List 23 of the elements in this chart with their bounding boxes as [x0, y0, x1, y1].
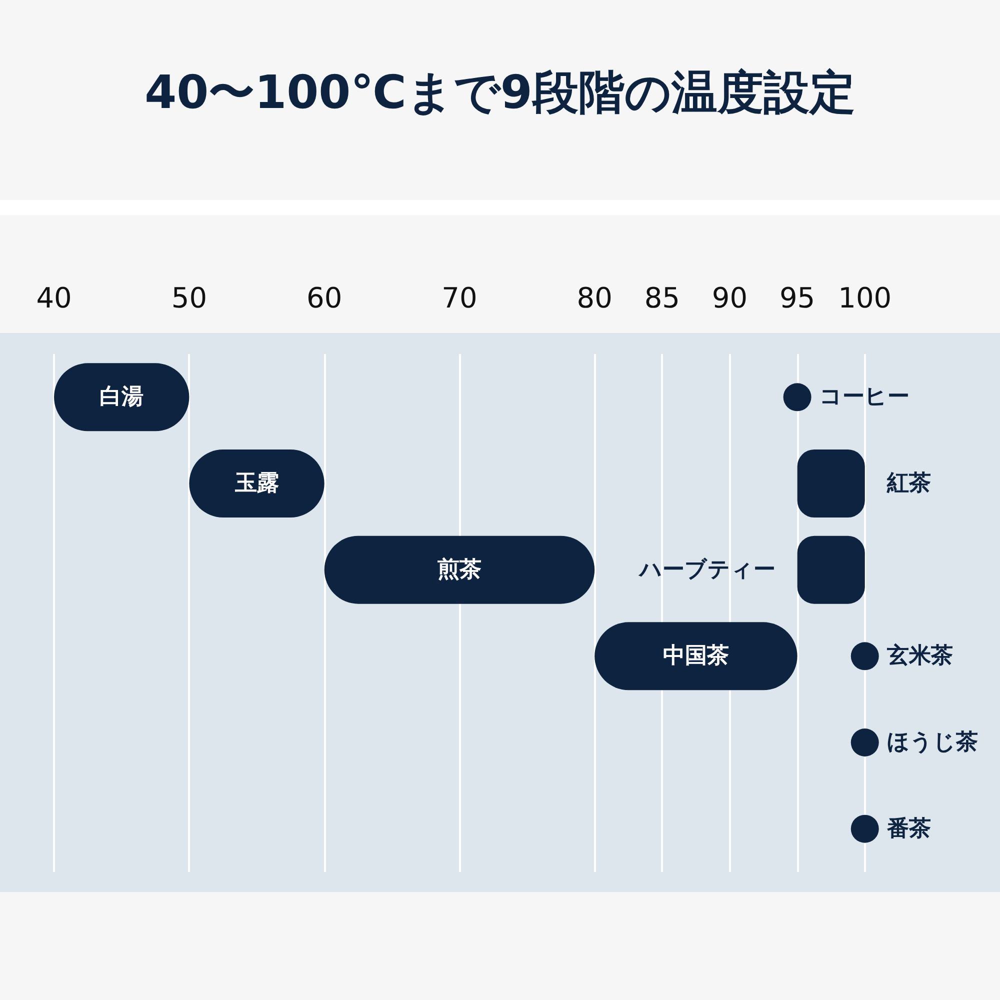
data-label: 中国茶: [662, 644, 729, 669]
data-label: コーヒー: [819, 384, 910, 410]
data-label: 番茶: [886, 816, 931, 842]
x-tick-label: 90: [712, 282, 748, 314]
x-tick-label: 40: [36, 282, 72, 314]
data-label: 煎茶: [436, 556, 482, 582]
data-label: 玉露: [234, 471, 279, 496]
x-tick-label: 80: [576, 282, 612, 314]
data-label: 紅茶: [886, 471, 931, 496]
x-tick-label: 100: [838, 282, 892, 314]
bar: [797, 536, 865, 604]
chart-title: 40〜100℃まで9段階の温度設定: [144, 64, 856, 121]
data-label: ハーブティー: [637, 557, 776, 582]
x-tick-label: 70: [442, 282, 478, 314]
x-tick-label: 95: [779, 282, 816, 314]
bar: [797, 450, 865, 518]
data-label: 玄米茶: [886, 642, 953, 669]
bar: [324, 536, 595, 604]
x-tick-label: 50: [171, 282, 208, 314]
x-tick-label: 85: [644, 282, 680, 314]
x-tick-label: 60: [306, 282, 342, 314]
data-label: ほうじ茶: [886, 730, 978, 755]
data-label: 白湯: [100, 384, 144, 410]
